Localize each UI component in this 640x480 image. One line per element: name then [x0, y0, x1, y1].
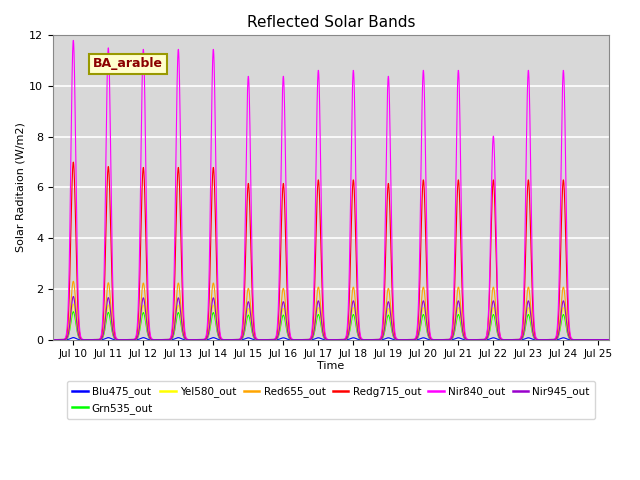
- Text: BA_arable: BA_arable: [93, 57, 163, 70]
- Title: Reflected Solar Bands: Reflected Solar Bands: [246, 15, 415, 30]
- Y-axis label: Solar Raditaion (W/m2): Solar Raditaion (W/m2): [15, 122, 25, 252]
- Legend: Blu475_out, Grn535_out, Yel580_out, Red655_out, Redg715_out, Nir840_out, Nir945_: Blu475_out, Grn535_out, Yel580_out, Red6…: [67, 381, 595, 419]
- X-axis label: Time: Time: [317, 360, 344, 371]
